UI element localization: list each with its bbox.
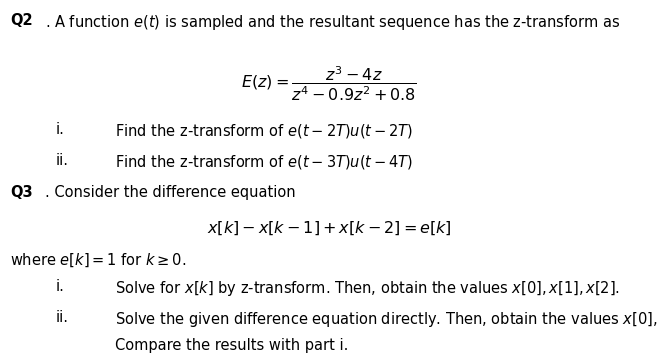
Text: . A function $e(t)$ is sampled and the resultant sequence has the z-transform as: . A function $e(t)$ is sampled and the r…: [45, 13, 620, 32]
Text: where $e[k] = 1$ for $k \geq 0$.: where $e[k] = 1$ for $k \geq 0$.: [10, 252, 186, 269]
Text: i.: i.: [56, 279, 64, 294]
Text: Find the z-transform of $e(t - 2T)u(t - 2T)$: Find the z-transform of $e(t - 2T)u(t - …: [115, 122, 413, 140]
Text: Solve the given difference equation directly. Then, obtain the values $x[0], x[1: Solve the given difference equation dire…: [115, 310, 658, 329]
Text: ii.: ii.: [56, 310, 69, 325]
Text: $E(z) = \dfrac{z^3 - 4z}{z^4 - 0.9z^2 + 0.8}$: $E(z) = \dfrac{z^3 - 4z}{z^4 - 0.9z^2 + …: [241, 65, 417, 103]
Text: ii.: ii.: [56, 153, 69, 168]
Text: Find the z-transform of $e(t - 3T)u(t - 4T)$: Find the z-transform of $e(t - 3T)u(t - …: [115, 153, 413, 171]
Text: Solve for $x[k]$ by z-transform. Then, obtain the values $x[0], x[1], x[2]$.: Solve for $x[k]$ by z-transform. Then, o…: [115, 279, 620, 298]
Text: . Consider the difference equation: . Consider the difference equation: [45, 185, 295, 201]
Text: Q2: Q2: [10, 13, 32, 28]
Text: Compare the results with part i.: Compare the results with part i.: [115, 338, 349, 354]
Text: i.: i.: [56, 122, 64, 138]
Text: $x[k] - x[k - 1] + x[k - 2] = e[k]$: $x[k] - x[k - 1] + x[k - 2] = e[k]$: [207, 220, 451, 237]
Text: Q3: Q3: [10, 185, 32, 201]
